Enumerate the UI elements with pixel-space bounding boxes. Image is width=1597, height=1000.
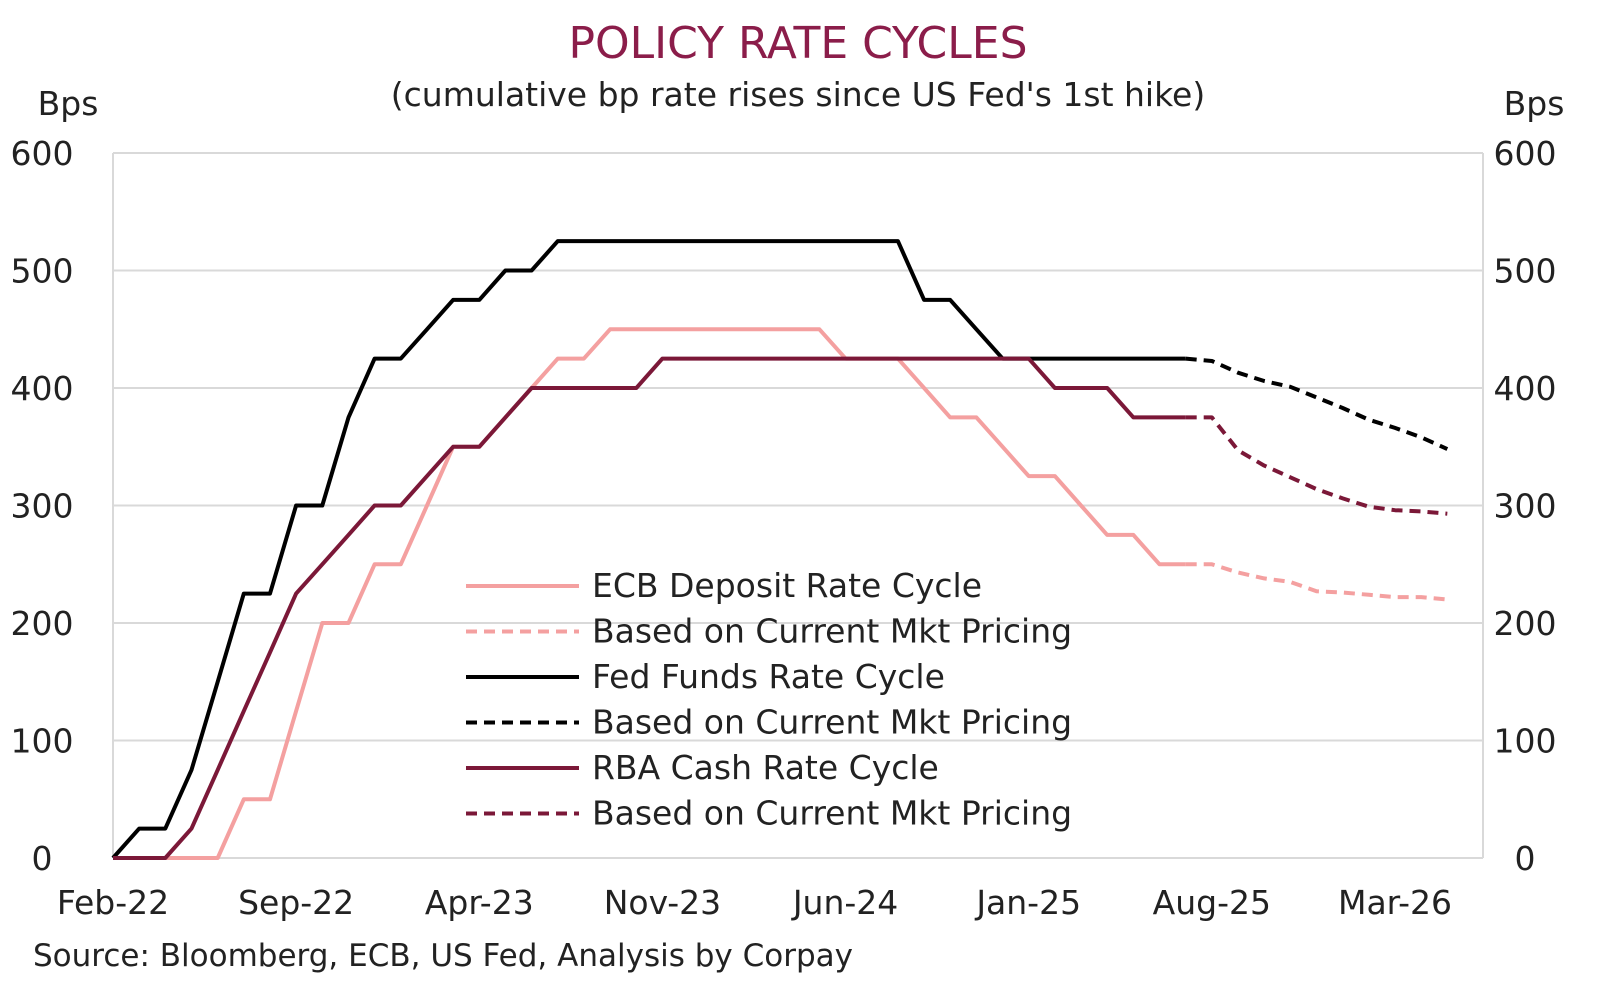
x-tick-label: Mar-26 <box>1338 883 1452 922</box>
legend-label-2: Fed Funds Rate Cycle <box>592 657 945 696</box>
y-tick-right: 400 <box>1494 369 1557 408</box>
source-note: Source: Bloomberg, ECB, US Fed, Analysis… <box>33 938 853 974</box>
series-lines <box>111 239 1449 860</box>
y-tick-left: 300 <box>11 487 74 526</box>
y-tick-right: 300 <box>1494 487 1557 526</box>
x-tick-label: Apr-23 <box>425 883 534 922</box>
right-axis-unit: Bps <box>1504 84 1565 123</box>
series-line-3 <box>1185 356 1449 451</box>
x-tick-label: Nov-23 <box>604 883 721 922</box>
y-tick-left: 600 <box>11 134 74 173</box>
tick-labels: 0 0 100 100 200 200 300 300 400 400 500 500 600 600 Fe… <box>11 134 1557 922</box>
chart-subtitle: (cumulative bp rate rises since US Fed's… <box>391 75 1205 114</box>
y-tick-right: 200 <box>1494 604 1557 643</box>
x-tick-label: Feb-22 <box>57 883 169 922</box>
y-tick-left: 500 <box>11 252 74 291</box>
x-tick-label: Aug-25 <box>1153 883 1271 922</box>
series-line-0 <box>113 327 1186 860</box>
x-tick-label: Sep-22 <box>238 883 354 922</box>
legend: ECB Deposit Rate Cycle Based on Current M… <box>466 566 1072 833</box>
series-line-1 <box>1185 562 1448 602</box>
series-line-5 <box>1185 415 1448 516</box>
x-tick-label: Jan-25 <box>974 883 1081 922</box>
legend-label-5: Based on Current Mkt Pricing <box>592 794 1072 833</box>
y-tick-right: 0 <box>1515 839 1536 878</box>
y-tick-left: 400 <box>11 369 74 408</box>
y-tick-left: 200 <box>11 604 74 643</box>
y-tick-right: 500 <box>1494 252 1557 291</box>
y-tick-left: 0 <box>32 839 53 878</box>
legend-label-1: Based on Current Mkt Pricing <box>592 612 1072 651</box>
legend-label-3: Based on Current Mkt Pricing <box>592 703 1072 742</box>
x-tick-label: Jun-24 <box>791 883 898 922</box>
chart-title: POLICY RATE CYCLES <box>569 18 1028 69</box>
y-tick-right: 600 <box>1494 134 1557 173</box>
y-tick-right: 100 <box>1494 722 1557 761</box>
legend-label-0: ECB Deposit Rate Cycle <box>592 566 982 605</box>
y-tick-left: 100 <box>11 722 74 761</box>
legend-label-4: RBA Cash Rate Cycle <box>592 748 939 787</box>
series-line-4 <box>113 356 1186 860</box>
left-axis-unit: Bps <box>38 84 99 123</box>
